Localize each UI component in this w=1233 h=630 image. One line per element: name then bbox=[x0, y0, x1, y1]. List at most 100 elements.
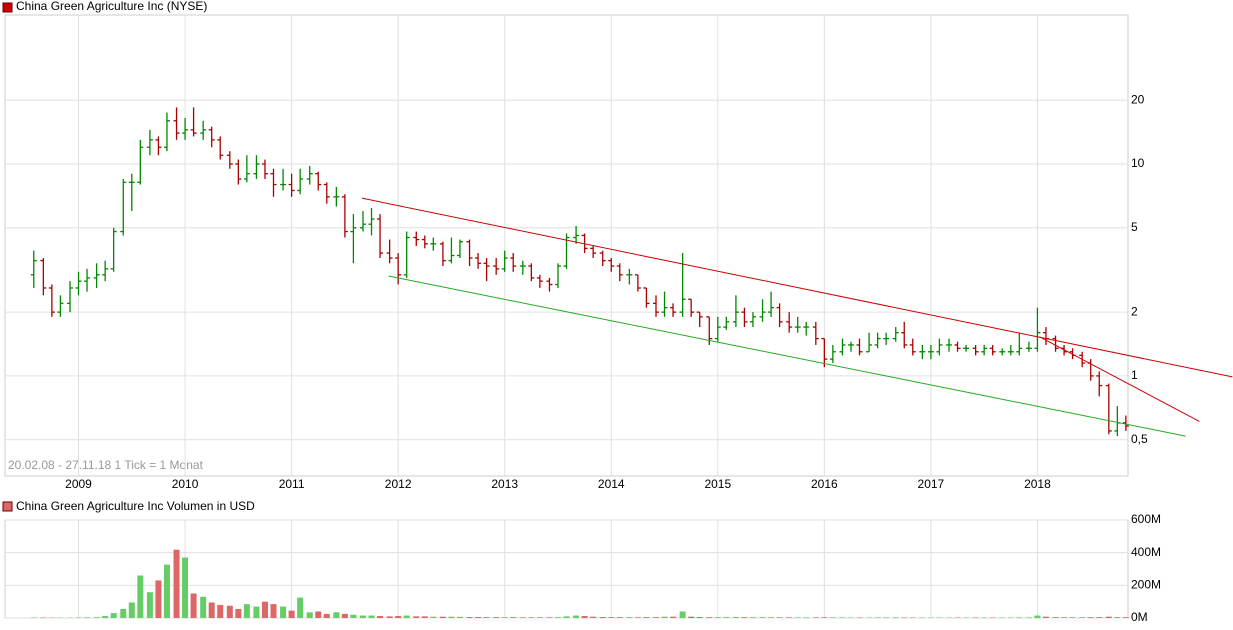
y-tick-label: 0M bbox=[1131, 610, 1148, 624]
volume-bar bbox=[749, 617, 756, 618]
volume-bar bbox=[554, 617, 561, 618]
volume-bar bbox=[377, 616, 384, 618]
x-tick-label: 2011 bbox=[279, 477, 305, 491]
y-tick-label: 400M bbox=[1131, 545, 1161, 559]
volume-bar bbox=[812, 617, 819, 618]
volume-bar bbox=[315, 611, 322, 618]
volume-bar bbox=[253, 606, 260, 618]
volume-bar bbox=[155, 580, 162, 618]
volume-bar bbox=[768, 617, 775, 618]
volume-bar bbox=[608, 617, 615, 618]
x-tick-label: 2009 bbox=[65, 477, 92, 491]
x-tick-label: 2016 bbox=[811, 477, 838, 491]
volume-bar bbox=[208, 602, 215, 618]
volume-bar bbox=[403, 615, 410, 618]
volume-bar bbox=[1069, 617, 1076, 618]
volume-bar bbox=[173, 549, 180, 618]
volume-bar bbox=[581, 616, 588, 618]
volume-bar bbox=[93, 617, 100, 618]
volume-bar bbox=[323, 613, 330, 618]
volume-bar bbox=[110, 613, 117, 618]
volume-bar bbox=[475, 617, 482, 618]
volume-bar bbox=[146, 592, 153, 618]
volume-bar bbox=[333, 612, 340, 618]
volume-bar bbox=[413, 616, 420, 618]
volume-bar bbox=[217, 604, 224, 618]
volume-bar bbox=[759, 617, 766, 618]
volume-bar bbox=[786, 617, 793, 618]
volume-bar bbox=[803, 617, 810, 618]
volume-bar bbox=[368, 615, 375, 618]
volume-bar bbox=[243, 604, 250, 618]
volume-bar bbox=[1087, 617, 1094, 618]
volume-bar bbox=[599, 617, 606, 618]
y-tick-label: 600M bbox=[1131, 512, 1161, 526]
plot-frame bbox=[4, 14, 1129, 477]
volume-bar bbox=[350, 614, 357, 618]
volume-bar bbox=[261, 601, 268, 618]
volume-bar bbox=[190, 593, 197, 618]
volume-bar bbox=[182, 557, 189, 618]
volume-bar bbox=[501, 617, 508, 618]
volume-bar bbox=[573, 615, 580, 618]
trend-line bbox=[1039, 336, 1200, 422]
volume-bar bbox=[714, 617, 721, 618]
volume-bar bbox=[448, 616, 455, 618]
chart-title: China Green Agriculture Inc (NYSE) bbox=[16, 0, 207, 13]
y-tick-label: 10 bbox=[1131, 156, 1145, 170]
x-tick-label: 2015 bbox=[704, 477, 731, 491]
volume-bar bbox=[163, 564, 170, 618]
volume-bar bbox=[466, 617, 473, 618]
volume-bar bbox=[590, 616, 597, 618]
y-tick-label: 20 bbox=[1131, 92, 1145, 106]
volume-bar bbox=[688, 616, 695, 618]
volume-bar bbox=[235, 609, 242, 618]
volume-bar bbox=[563, 616, 570, 618]
volume-bar bbox=[1061, 617, 1068, 618]
volume-bar bbox=[1034, 615, 1041, 618]
volume-bar bbox=[1042, 616, 1049, 618]
volume-bar bbox=[821, 617, 828, 618]
volume-bar bbox=[430, 616, 437, 618]
volume-bar bbox=[661, 616, 668, 618]
volume-bar bbox=[84, 617, 91, 618]
volume-bar bbox=[386, 616, 393, 618]
x-tick-label: 2018 bbox=[1024, 477, 1051, 491]
volume-bar bbox=[1016, 617, 1023, 618]
volume-bar bbox=[519, 617, 526, 618]
volume-bar bbox=[839, 617, 846, 618]
volume-bar bbox=[120, 609, 127, 618]
volume-bar bbox=[616, 617, 623, 618]
volume-bar bbox=[1114, 617, 1121, 618]
volume-bar bbox=[297, 597, 304, 618]
volume-bar bbox=[200, 596, 207, 618]
volume-bar bbox=[1096, 617, 1103, 618]
volume-bar bbox=[643, 617, 650, 618]
legend-swatch bbox=[2, 2, 13, 13]
volume-bar bbox=[1105, 616, 1112, 618]
trend-line bbox=[361, 197, 1233, 378]
y-tick-label: 5 bbox=[1131, 220, 1138, 234]
volume-bar bbox=[341, 613, 348, 618]
volume-bar bbox=[776, 617, 783, 618]
volume-bar bbox=[456, 616, 463, 618]
volume-bar bbox=[732, 617, 739, 618]
volume-bar bbox=[395, 616, 402, 618]
volume-bar bbox=[829, 617, 836, 618]
x-tick-label: 2012 bbox=[385, 477, 412, 491]
volume-bar bbox=[510, 617, 517, 618]
volume-bar bbox=[288, 610, 295, 618]
volume-bar bbox=[1079, 617, 1086, 618]
volume-bar bbox=[439, 616, 446, 618]
volume-bar bbox=[794, 617, 801, 618]
x-tick-label: 2014 bbox=[598, 477, 625, 491]
volume-bar bbox=[128, 602, 135, 618]
volume-bar bbox=[546, 617, 553, 618]
y-tick-label: 0,5 bbox=[1131, 432, 1148, 446]
volume-bar bbox=[696, 617, 703, 618]
y-tick-label: 1 bbox=[1131, 368, 1138, 382]
volume-bar bbox=[421, 616, 428, 618]
volume-bar bbox=[306, 612, 313, 618]
